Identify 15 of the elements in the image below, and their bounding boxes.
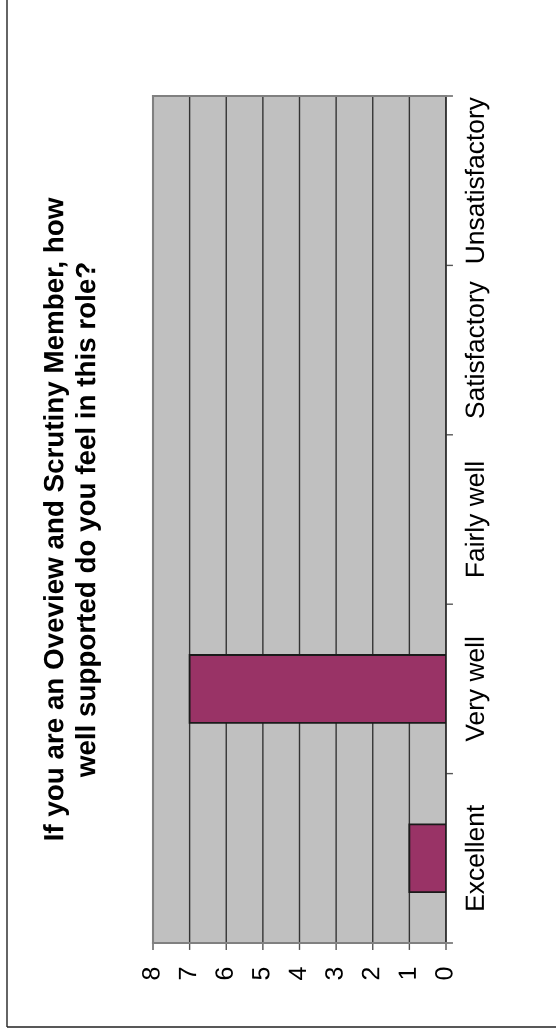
x-tick-label: 2	[361, 967, 380, 980]
x-tick-label: 6	[215, 967, 233, 980]
y-tick-label: Very well	[464, 637, 490, 742]
y-tick-label: Excellent	[464, 804, 485, 910]
x-tick-label: 0	[435, 967, 453, 980]
y-tick-label: Unsatisfactory	[464, 97, 490, 263]
x-tick-label: 1	[398, 967, 416, 979]
x-tick-label: 3	[325, 967, 343, 980]
x-tick-label: 7	[178, 967, 197, 980]
y-tick-label: Satisfactory	[464, 281, 490, 418]
y-tick-label: Fairly well	[464, 462, 490, 576]
x-tick-label: 4	[288, 967, 306, 980]
text: If you are an Oveview and Scrutiny Member, how well supported do you feel in this role?	[43, 197, 101, 840]
x-tick-label: 8	[142, 967, 160, 980]
x-tick-label: 5	[252, 967, 270, 980]
